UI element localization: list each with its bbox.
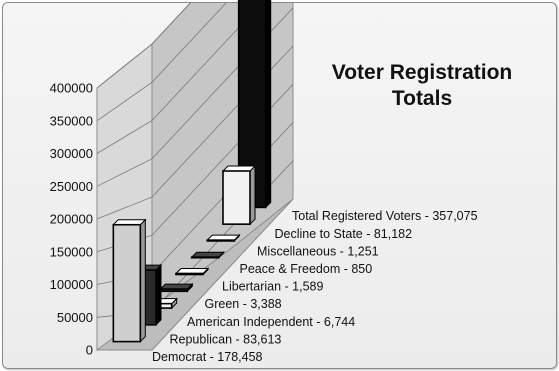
y-tick-label: 50000 <box>57 310 93 325</box>
gridline <box>96 3 294 122</box>
y-tick-label: 0 <box>86 343 93 358</box>
bar-front <box>206 239 236 242</box>
bar-front <box>159 288 189 293</box>
category-label: Republican - 83,613 <box>170 332 282 346</box>
bar-front <box>175 272 204 276</box>
chart-title: Voter Registration Totals <box>332 61 512 110</box>
category-label: Peace & Freedom - 850 <box>240 262 373 276</box>
y-tick-label: 100000 <box>50 277 93 292</box>
title-line: Totals <box>392 87 452 110</box>
bar <box>221 164 257 226</box>
y-tick-label: 400000 <box>50 81 93 96</box>
category-label: Green - 3,388 <box>205 297 282 311</box>
category-label: Libertarian - 1,589 <box>222 280 324 294</box>
y-tick-label: 250000 <box>50 179 93 194</box>
title-line: Voter Registration <box>332 61 512 84</box>
category-labels: Democrat - 178,458 Republican - 83,613 Ame… <box>152 209 478 364</box>
bar-front <box>190 256 220 259</box>
category-label: Democrat - 178,458 <box>152 350 263 364</box>
bar <box>159 282 194 293</box>
bar <box>206 233 241 243</box>
gridline <box>96 3 294 89</box>
bars <box>112 0 272 343</box>
bar <box>174 267 210 276</box>
bar <box>112 218 147 343</box>
bar <box>190 250 225 259</box>
category-label: Miscellaneous - 1,251 <box>257 244 379 258</box>
bar-front <box>222 170 251 225</box>
y-axis-ticks: 0 50000 100000 150000 200000 250000 300000 3500… <box>50 81 93 358</box>
bar-front <box>112 223 142 343</box>
category-label: Total Registered Voters - 357,075 <box>292 209 478 223</box>
floor <box>95 198 294 351</box>
category-label: Decline to State - 81,182 <box>275 227 413 241</box>
y-tick-label: 350000 <box>50 113 93 128</box>
y-tick-label: 300000 <box>50 146 93 161</box>
y-tick-label: 200000 <box>50 212 93 227</box>
category-label: American Independent - 6,744 <box>187 315 355 329</box>
y-tick-label: 150000 <box>50 244 93 259</box>
